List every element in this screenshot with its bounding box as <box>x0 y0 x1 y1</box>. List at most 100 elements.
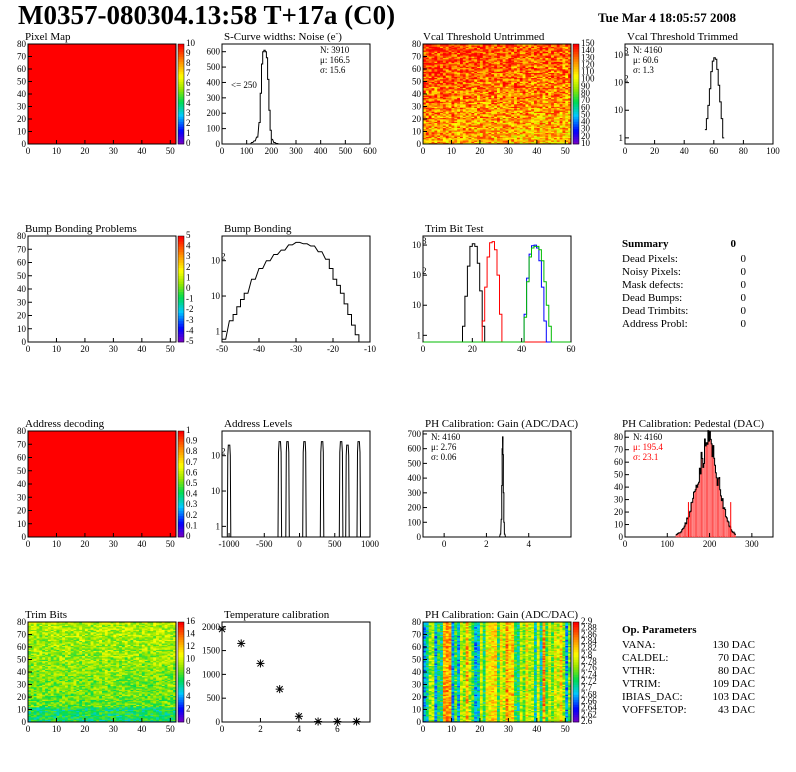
vcal-cell <box>511 100 515 102</box>
vcal-cell <box>568 117 572 120</box>
vcal-cell <box>425 52 429 55</box>
vcal-cell <box>499 114 503 116</box>
vcal-cell <box>428 57 432 60</box>
vcal-cell <box>516 59 521 61</box>
trim-bits-cell <box>28 677 32 679</box>
vcal-cell <box>482 67 486 70</box>
vcal-cell <box>494 59 498 61</box>
vcal-cell <box>516 67 521 70</box>
vcal-cell <box>494 125 498 127</box>
palette-cell <box>573 116 579 120</box>
vcal-cell <box>542 45 546 47</box>
palette-cell <box>178 56 184 60</box>
vcal-cell <box>462 89 466 91</box>
vcal-cell <box>488 121 492 124</box>
vcal-cell <box>553 107 558 110</box>
vcal-cell <box>457 92 461 95</box>
vcal-cell <box>437 125 441 127</box>
vcal-cell <box>425 64 429 66</box>
vcal-cell <box>548 92 552 95</box>
vcal-cell <box>502 125 506 127</box>
palette-label: 0.1 <box>186 520 197 530</box>
vcal-cell <box>448 51 452 54</box>
vcal-cell <box>522 102 526 105</box>
vcal-cell <box>559 109 563 111</box>
vcal-cell <box>545 44 549 46</box>
vcal-cell <box>562 127 566 130</box>
palette-label: 120 <box>581 59 595 69</box>
vcal-cell <box>511 135 515 137</box>
vcal-cell <box>516 106 521 109</box>
vcal-cell <box>548 102 552 105</box>
vcal-cell <box>454 61 458 64</box>
x-tick-label: 50 <box>561 146 571 156</box>
vcal-cell <box>562 67 566 70</box>
palette-cell <box>178 281 184 284</box>
vcal-cell <box>479 97 484 100</box>
vcal-cell <box>431 120 435 122</box>
vcal-cell <box>516 105 521 107</box>
vcal-cell <box>553 87 558 90</box>
palette-cell <box>178 283 184 287</box>
vcal-cell <box>531 132 535 135</box>
vcal-cell <box>511 76 515 79</box>
vcal-cell <box>556 90 560 92</box>
y-tick-label: 100 <box>408 517 422 527</box>
vcal-cell <box>477 76 481 79</box>
y-tick-label: 50 <box>17 77 27 87</box>
vcal-cell <box>448 66 452 69</box>
vcal-cell <box>434 129 438 131</box>
vcal-cell <box>423 116 427 119</box>
vcal-cell <box>514 49 518 51</box>
palette-cell <box>178 236 184 239</box>
vcal-cell <box>454 141 458 144</box>
vcal-cell <box>556 102 560 105</box>
vcal-cell <box>465 82 469 85</box>
y-tick-label: 10 <box>211 451 221 461</box>
vcal-cell <box>559 60 563 62</box>
vcal-cell <box>534 61 538 64</box>
vcal-cell <box>542 99 546 101</box>
vcal-cell <box>556 84 560 86</box>
trim-bits-cell <box>30 712 34 714</box>
vcal-cell <box>539 102 543 105</box>
vcal-cell <box>423 66 427 69</box>
vcal-cell <box>505 71 509 74</box>
vcal-cell <box>499 126 503 129</box>
vcal-cell <box>448 90 452 92</box>
vcal-cell <box>522 92 526 95</box>
vcal-cell <box>502 69 506 71</box>
vcal-cell <box>548 141 552 144</box>
vcal-cell <box>491 65 495 67</box>
vcal-cell <box>454 90 458 92</box>
vcal-cell <box>462 77 466 80</box>
vcal-cell <box>565 126 569 129</box>
vcal-cell <box>545 96 549 99</box>
vcal-cell <box>548 64 552 66</box>
vcal-cell <box>539 75 543 77</box>
x-tick-label: -20 <box>327 344 339 354</box>
vcal-cell <box>553 52 558 55</box>
vcal-cell <box>497 77 501 80</box>
vcal-cell <box>440 106 444 109</box>
vcal-cell <box>471 139 475 141</box>
vcal-cell <box>454 66 458 69</box>
vcal-cell <box>488 140 492 142</box>
vcal-cell <box>499 90 503 92</box>
vcal-cell <box>482 51 486 54</box>
vcal-cell <box>519 111 523 114</box>
vcal-cell <box>514 45 518 47</box>
vcal-cell <box>451 130 455 132</box>
vcal-cell <box>534 79 538 81</box>
title-part: S-Curve widths: Noise (e <box>224 31 336 43</box>
vcal-cell <box>451 120 455 122</box>
vcal-cell <box>502 126 506 129</box>
vcal-cell <box>494 87 498 90</box>
vcal-cell <box>494 84 498 86</box>
vcal-cell <box>423 124 427 126</box>
vcal-cell <box>528 126 532 129</box>
vcal-cell <box>539 50 543 52</box>
x-tick-label: 10 <box>447 146 457 156</box>
vcal-cell <box>499 62 503 65</box>
vcal-cell <box>559 139 563 141</box>
